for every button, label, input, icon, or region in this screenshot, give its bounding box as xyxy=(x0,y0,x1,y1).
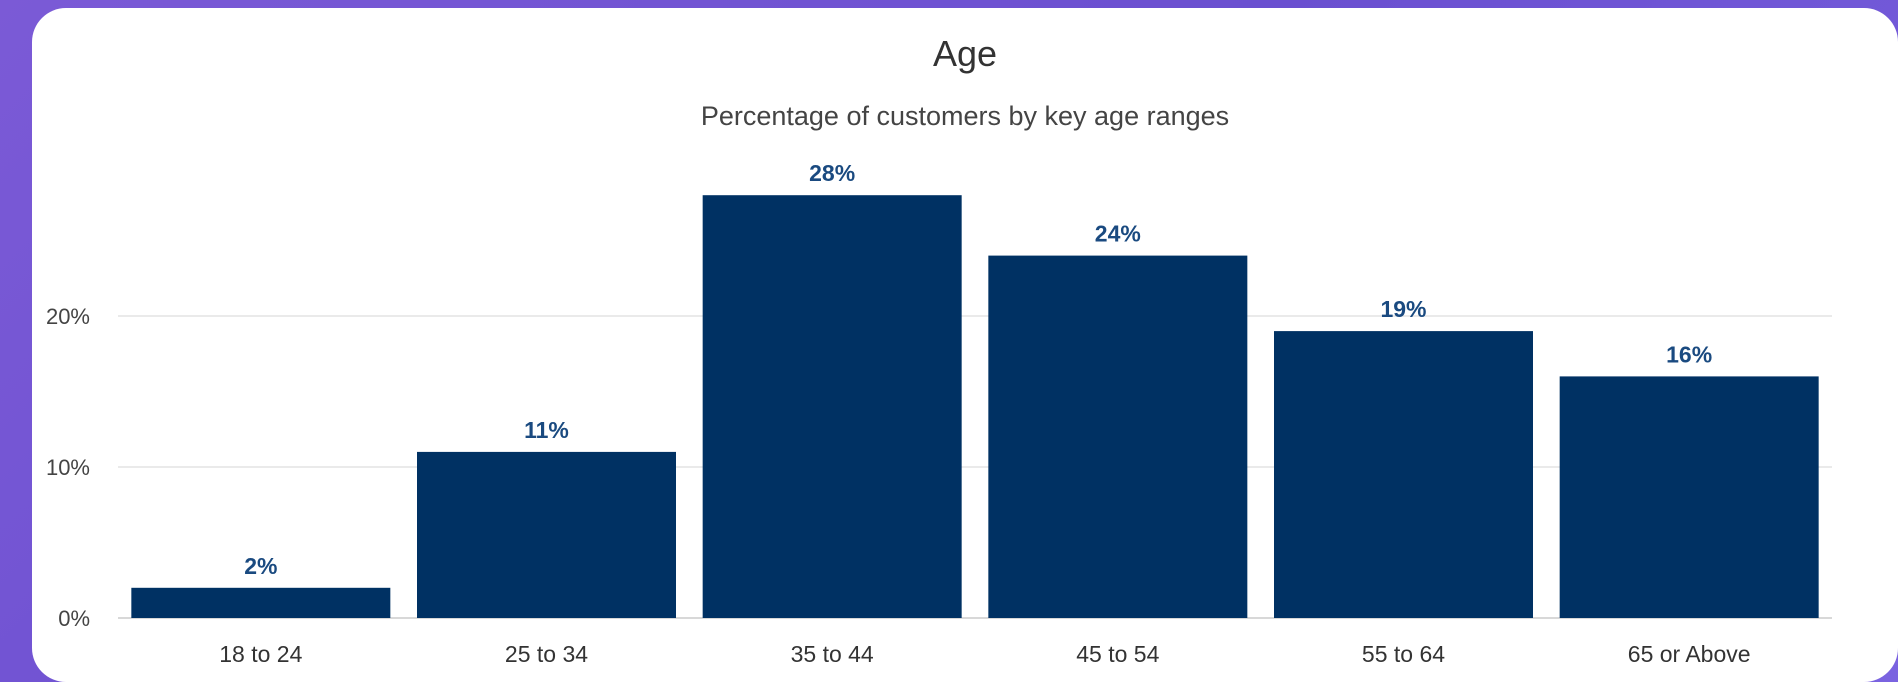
bar xyxy=(988,255,1248,618)
bar-chart: 0% 10% 20% 2% 18 to 24 11% 25 to 34 28% 35 to 44… xyxy=(46,160,1832,667)
chart-subtitle: Percentage of customers by key age range… xyxy=(700,101,1230,131)
data-label: 2% xyxy=(244,553,277,579)
chart-title: Age xyxy=(932,33,998,74)
x-category-label: 45 to 54 xyxy=(1076,641,1159,667)
bar xyxy=(702,195,962,618)
bar xyxy=(417,451,676,618)
chart-card: Age Percentage of customers by key age r… xyxy=(32,8,1898,682)
x-category-label: 65 or Above xyxy=(1628,641,1751,667)
bar xyxy=(1274,331,1533,618)
x-category-label: 35 to 44 xyxy=(791,641,874,667)
y-tick-label: 0% xyxy=(58,606,90,631)
bar xyxy=(131,587,391,618)
data-label: 16% xyxy=(1666,341,1712,367)
data-label: 19% xyxy=(1380,296,1426,322)
y-tick-label: 10% xyxy=(46,455,90,480)
x-category-label: 18 to 24 xyxy=(219,641,302,667)
data-label: 28% xyxy=(809,160,855,186)
y-tick-label: 20% xyxy=(46,304,90,329)
x-category-label: 55 to 64 xyxy=(1362,641,1445,667)
bar xyxy=(1559,376,1819,618)
data-label: 11% xyxy=(524,417,569,443)
x-category-label: 25 to 34 xyxy=(505,641,588,667)
data-label: 24% xyxy=(1095,221,1141,247)
